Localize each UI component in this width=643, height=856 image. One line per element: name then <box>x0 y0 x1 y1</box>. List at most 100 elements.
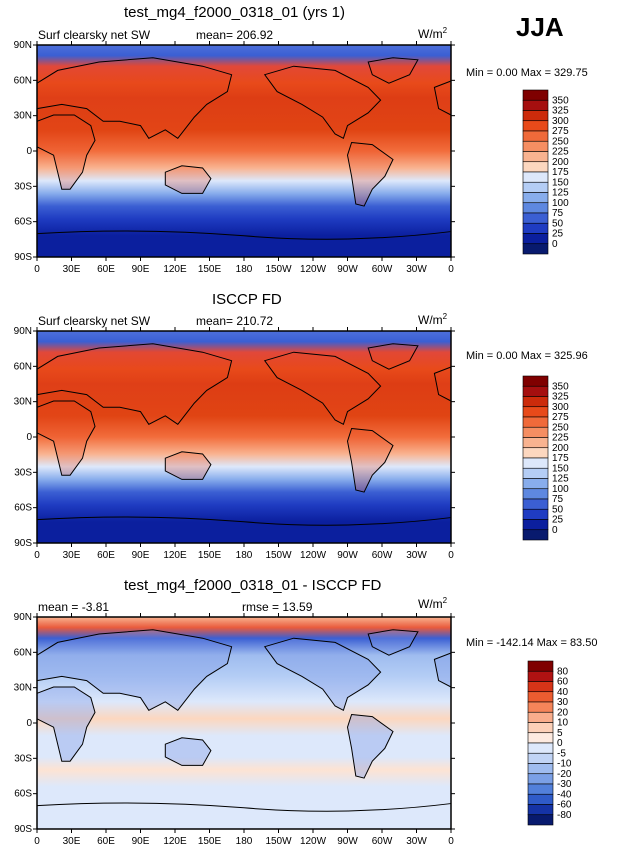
lat-tick-label: 60N <box>14 361 32 372</box>
colorbar-3-label: -30 <box>557 779 572 790</box>
panel-1-units: W/m2 <box>418 26 448 41</box>
panel-2-variable-label: Surf clearsky net SW <box>38 314 151 328</box>
coastline-6 <box>346 427 394 493</box>
colorbar-1-label: 75 <box>552 208 564 219</box>
antarctic-coastline <box>36 230 452 240</box>
panel-1-min-max: Min = 0.00 Max = 329.75 <box>466 67 588 79</box>
lat-tick-label: 90N <box>14 612 32 623</box>
colorbar-3-box <box>527 773 554 785</box>
lat-tick-label: 0 <box>26 432 32 443</box>
lat-tick-label: 30N <box>14 683 32 694</box>
lat-tick-label: 90S <box>14 824 32 835</box>
colorbar-2-label: 175 <box>552 453 569 464</box>
coastline-1 <box>36 686 96 762</box>
colorbar-2-box <box>522 447 549 459</box>
lon-tick-label: 30W <box>406 836 427 847</box>
colorbar-1-box <box>522 202 549 214</box>
colorbar-3-box <box>527 711 554 723</box>
colorbar-1-box <box>522 212 549 224</box>
colorbar-1-label: 175 <box>552 167 569 178</box>
colorbar-1-label: 325 <box>552 106 569 117</box>
colorbar-1-box <box>522 181 549 193</box>
lon-tick-label: 150W <box>265 264 292 275</box>
lat-tick-label: 30N <box>14 111 32 122</box>
colorbar-3-box <box>527 691 554 703</box>
colorbar-2-box <box>522 396 549 408</box>
colorbar-2-box <box>522 467 549 479</box>
colorbar-2-label: 200 <box>552 443 569 454</box>
colorbar-3-box <box>527 804 554 816</box>
coastline-4 <box>263 351 382 426</box>
coastline-6 <box>346 141 394 207</box>
panel-2-title: ISCCP FD <box>212 291 282 308</box>
panel-2-mean: mean= 210.72 <box>196 314 274 328</box>
lat-tick-label: 60S <box>14 789 32 800</box>
coastline-5 <box>367 629 419 656</box>
coastline-1 <box>36 114 96 190</box>
lon-tick-label: 60E <box>97 550 115 561</box>
lon-tick-label: 0 <box>34 836 40 847</box>
colorbar-3-label: 0 <box>557 738 563 749</box>
colorbar-3-box <box>527 701 554 713</box>
lat-tick-label: 90N <box>14 326 32 337</box>
colorbar-1-box <box>522 130 549 142</box>
coastline-2 <box>36 629 233 711</box>
colorbar-1-box <box>522 192 549 204</box>
lon-tick-label: 30E <box>63 550 81 561</box>
coastline-4 <box>263 65 382 140</box>
colorbar-2-box <box>522 508 549 520</box>
panel-2-min-max: Min = 0.00 Max = 325.96 <box>466 350 588 362</box>
colorbar-3-box <box>527 793 554 805</box>
antarctic-coastline <box>36 802 452 812</box>
panel-1-title: test_mg4_f2000_0318_01 (yrs 1) <box>124 4 345 21</box>
lon-tick-label: 60E <box>97 264 115 275</box>
colorbar-3-box <box>527 742 554 754</box>
lon-tick-label: 120E <box>163 264 187 275</box>
lon-tick-label: 30W <box>406 550 427 561</box>
colorbar-2-label: 100 <box>552 484 569 495</box>
lat-tick-label: 60N <box>14 647 32 658</box>
colorbar-1-box <box>522 120 549 132</box>
lon-tick-label: 120W <box>300 836 327 847</box>
coastline-3 <box>164 165 212 194</box>
lon-tick-label: 150E <box>198 550 222 561</box>
colorbar-2-box <box>522 416 549 428</box>
coastline-6 <box>346 713 394 779</box>
lon-tick-label: 90W <box>337 836 358 847</box>
lon-tick-label: 30W <box>406 264 427 275</box>
colorbar-2-box <box>522 529 549 541</box>
coastline-3 <box>164 451 212 480</box>
colorbar-1-label: 250 <box>552 136 569 147</box>
lon-tick-label: 0 <box>448 836 454 847</box>
colorbar-1-box <box>522 171 549 183</box>
colorbar-1-box <box>522 243 549 255</box>
colorbar-3-label: 80 <box>557 666 569 677</box>
colorbar-3-box <box>527 660 554 672</box>
lat-tick-label: 0 <box>26 146 32 157</box>
colorbar-3-box <box>527 722 554 734</box>
lon-tick-label: 120W <box>300 264 327 275</box>
panel-3-mean: mean = -3.81 <box>38 600 110 614</box>
colorbar-1-box <box>522 222 549 234</box>
colorbar-3-label: -10 <box>557 759 572 770</box>
colorbar-3-label: -60 <box>557 800 572 811</box>
colorbar-3-box <box>527 681 554 693</box>
lon-tick-label: 90W <box>337 264 358 275</box>
lat-tick-label: 60S <box>14 503 32 514</box>
colorbar-1-label: 275 <box>552 126 569 137</box>
colorbar-3-label: 40 <box>557 687 569 698</box>
lon-tick-label: 150W <box>265 836 292 847</box>
colorbar-1-label: 125 <box>552 188 569 199</box>
antarctic-coastline <box>36 516 452 526</box>
colorbar-2-label: 325 <box>552 392 569 403</box>
colorbar-1-label: 150 <box>552 177 569 188</box>
lat-tick-label: 90S <box>14 252 32 263</box>
lon-tick-label: 60E <box>97 836 115 847</box>
lon-tick-label: 60W <box>372 836 393 847</box>
panel-1-variable-label: Surf clearsky net SW <box>38 28 151 42</box>
lon-tick-label: 150E <box>198 264 222 275</box>
colorbar-3-label: 30 <box>557 697 569 708</box>
colorbar-2-box <box>522 457 549 469</box>
lat-tick-label: 90N <box>14 40 32 51</box>
colorbar-1-box <box>522 99 549 111</box>
